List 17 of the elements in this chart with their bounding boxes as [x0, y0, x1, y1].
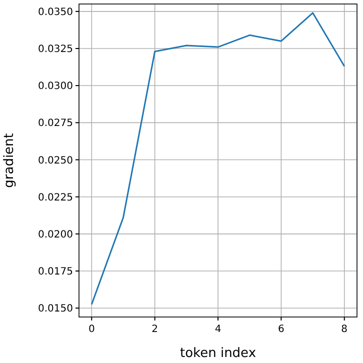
y-tick-label: 0.0175 [38, 266, 73, 278]
x-axis-title: token index [180, 346, 256, 361]
y-axis-title: gradient [2, 133, 17, 188]
x-tick-label: 2 [152, 324, 158, 335]
y-tick-label: 0.0150 [38, 304, 73, 315]
y-tick-label: 0.0325 [38, 44, 73, 55]
x-tick-label: 0 [88, 324, 95, 335]
x-tick-label: 6 [278, 324, 284, 335]
y-tick-label: 0.0225 [38, 192, 73, 204]
x-tick-label: 4 [214, 324, 222, 335]
y-tick-label: 0.0350 [38, 6, 73, 18]
y-tick-label: 0.0200 [38, 229, 73, 240]
x-tick-label: 8 [341, 324, 348, 335]
y-tick-label: 0.0275 [38, 118, 73, 130]
line-series [90, 12, 346, 306]
y-tick-label: 0.0300 [38, 81, 73, 92]
y-tick-label: 0.0250 [38, 155, 73, 166]
